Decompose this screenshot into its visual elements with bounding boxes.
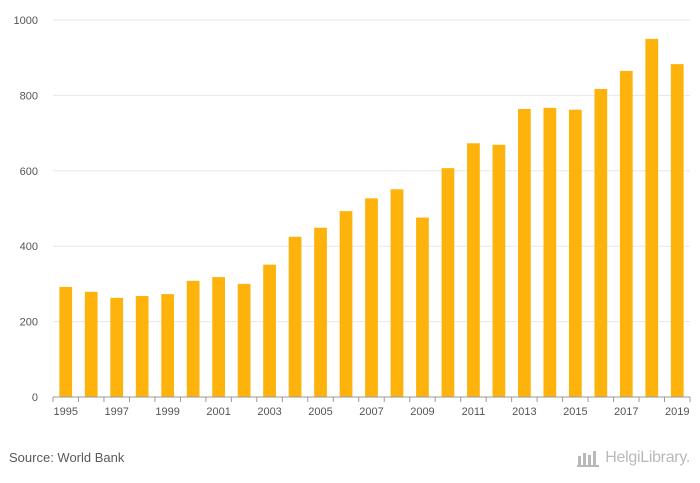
y-tick-label-600: 600 xyxy=(20,166,38,178)
bar-2015[interactable]: 2015: 762 xyxy=(568,109,582,397)
axes xyxy=(52,396,691,402)
bar-2000[interactable]: 2000: 308 xyxy=(186,280,200,397)
bar-2009[interactable]: 2009: 476 xyxy=(416,217,429,397)
x-tick-label-2019: 2019 xyxy=(665,406,689,418)
bar-1996[interactable]: 1996: 279 xyxy=(84,291,98,397)
source-note: Source: World Bank xyxy=(9,450,125,465)
x-tick-label-1997: 1997 xyxy=(104,406,128,418)
bar-2002[interactable]: 2002: 300 xyxy=(237,283,251,397)
x-tick-label-2013: 2013 xyxy=(512,406,536,418)
brand-logo[interactable]: HelgiLibrary. xyxy=(577,449,690,467)
bar-2018[interactable]: 2018: 950 xyxy=(645,38,659,397)
tick-labels: 0 200 400 600 800 1000 1995 1997 1999 2001 2003 200… xyxy=(14,15,690,418)
bar-2001[interactable]: 2001: 318 xyxy=(212,277,225,397)
bar-2019[interactable]: 2019: 883 xyxy=(670,64,684,398)
y-tick-label-1000: 1000 xyxy=(14,15,38,27)
bar-1999[interactable]: 1999: 273 xyxy=(161,294,175,397)
bar-2017[interactable]: 2017: 865 xyxy=(619,70,633,397)
bar-2007[interactable]: 2007: 527 xyxy=(365,198,378,397)
x-tick-label-2011: 2011 xyxy=(462,406,486,418)
bar-2013[interactable]: 2013: 764 xyxy=(518,108,531,397)
x-tick-label-2009: 2009 xyxy=(410,406,434,418)
y-tick-label-0: 0 xyxy=(32,392,38,404)
bars: 1995: 292 1996: 279 1997: 263 1998: 268 1999… xyxy=(59,38,684,398)
x-tick-label-2017: 2017 xyxy=(614,406,638,418)
x-tick-label-2001: 2001 xyxy=(206,406,230,418)
bar-1997[interactable]: 1997: 263 xyxy=(110,297,124,397)
bar-1998[interactable]: 1998: 268 xyxy=(135,295,149,397)
bar-2006[interactable]: 2006: 493 xyxy=(339,211,353,397)
x-tick-label-2007: 2007 xyxy=(359,406,383,418)
library-logo-icon xyxy=(577,451,600,467)
bar-2010[interactable]: 2010: 607 xyxy=(441,168,455,397)
brand-name: HelgiLibrary. xyxy=(605,449,690,466)
bar-2005[interactable]: 2005: 449 xyxy=(314,227,327,397)
bar-2016[interactable]: 2016: 817 xyxy=(594,88,608,398)
x-tick-label-2003: 2003 xyxy=(257,406,281,418)
x-tick-label-2005: 2005 xyxy=(308,406,332,418)
x-tick-label-2015: 2015 xyxy=(563,406,587,418)
bar-2003[interactable]: 2003: 351 xyxy=(263,264,276,397)
y-tick-label-800: 800 xyxy=(20,90,38,102)
bar-2014[interactable]: 2014: 767 xyxy=(543,107,557,397)
bar-2011[interactable]: 2011: 673 xyxy=(467,143,480,397)
y-tick-label-400: 400 xyxy=(20,241,38,253)
bar-1995[interactable]: 1995: 292 xyxy=(59,286,73,397)
x-tick-label-1999: 1999 xyxy=(155,406,179,418)
grid-lines xyxy=(53,19,690,323)
x-tick-label-1995: 1995 xyxy=(53,406,77,418)
y-tick-label-200: 200 xyxy=(20,317,38,329)
bar-2008[interactable]: 2008: 551 xyxy=(390,189,404,397)
bar-2012[interactable]: 2012: 669 xyxy=(492,144,506,397)
